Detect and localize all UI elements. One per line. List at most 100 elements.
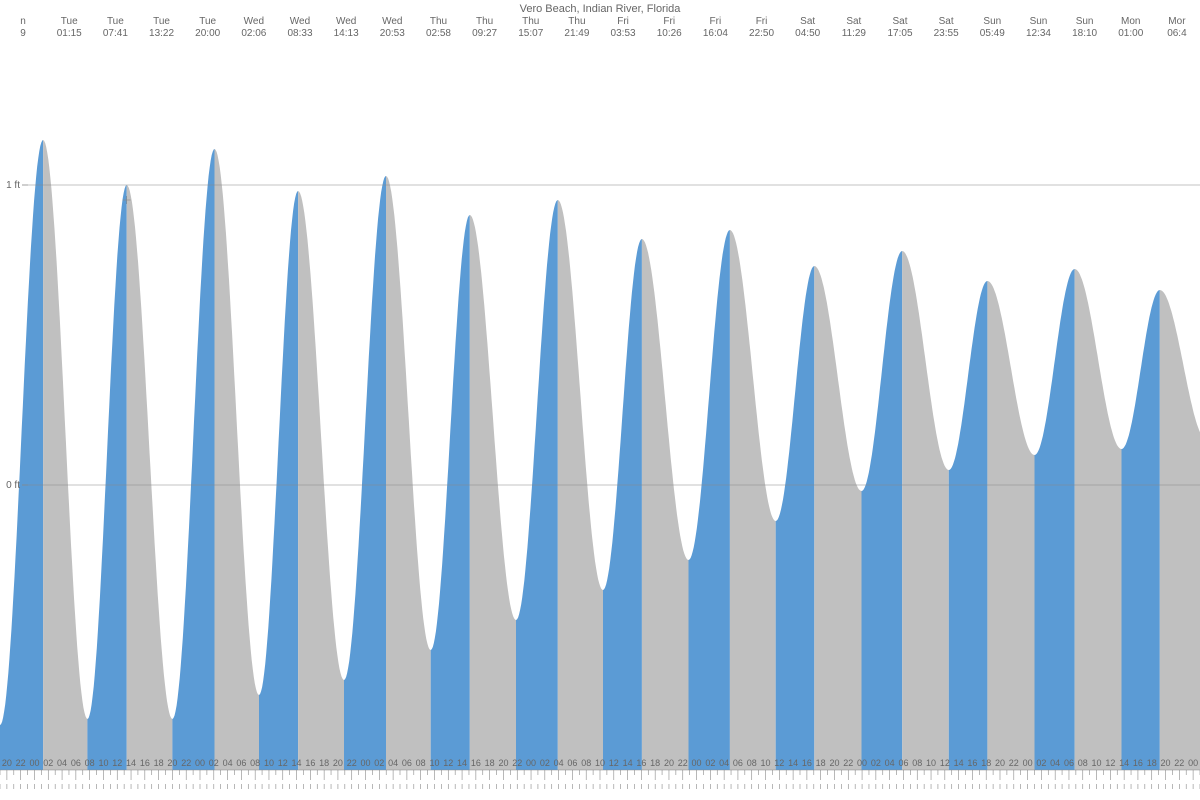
tide-segment [987,281,1034,770]
x-hour-label: 20 [1161,758,1171,768]
x-hour-label: 14 [292,758,302,768]
x-hour-label: 06 [733,758,743,768]
x-hour-label: 14 [788,758,798,768]
top-day-label: Wed [244,16,264,27]
x-hour-label: 22 [1174,758,1184,768]
top-time-label: 07:41 [103,28,128,39]
top-time-label: 18:10 [1072,28,1097,39]
x-hour-label: 12 [940,758,950,768]
x-hour-label: 18 [816,758,826,768]
top-time-label: 21:49 [564,28,589,39]
x-hour-label: 18 [981,758,991,768]
x-hour-label: 00 [361,758,371,768]
top-day-label: Wed [336,16,356,27]
top-day-label: Mon [1121,16,1140,27]
x-hour-label: 22 [1009,758,1019,768]
x-hour-label: 22 [678,758,688,768]
tide-segment [87,185,126,770]
x-hour-label: 00 [1023,758,1033,768]
top-day-label: Tue [199,16,216,27]
x-hour-label: 10 [761,758,771,768]
top-time-label: 10:26 [657,28,682,39]
x-hour-label: 02 [540,758,550,768]
x-hour-label: 22 [347,758,357,768]
top-day-label: Tue [153,16,170,27]
top-time-label: 12:34 [1026,28,1051,39]
top-time-label: 20:00 [195,28,220,39]
top-time-label: 17:05 [887,28,912,39]
top-time-label: 09:27 [472,28,497,39]
top-time-label: 9 [20,28,26,39]
top-day-label: Tue [107,16,124,27]
x-hour-label: 20 [995,758,1005,768]
x-hour-label: 04 [223,758,233,768]
tide-segment [127,185,173,770]
x-hour-label: 00 [195,758,205,768]
top-time-label: 04:50 [795,28,820,39]
top-day-label: Sat [800,16,815,27]
x-hour-label: 08 [912,758,922,768]
tide-segment [0,140,43,770]
x-hour-label: 04 [885,758,895,768]
tide-chart: 0 ft1 ft20220002040608101214161820220002… [0,0,1200,800]
tide-segment [949,281,988,770]
x-hour-label: 10 [429,758,439,768]
tide-segment [431,215,470,770]
x-hour-label: 08 [747,758,757,768]
x-hour-label: 18 [1147,758,1157,768]
top-day-label: Wed [290,16,310,27]
top-day-label: Sat [892,16,907,27]
tide-segment [1035,269,1075,770]
x-hour-label: 18 [650,758,660,768]
top-day-label: Mor [1168,16,1186,27]
x-hour-label: 00 [857,758,867,768]
top-time-label: 08:33 [287,28,312,39]
top-time-label: 20:53 [380,28,405,39]
x-hour-label: 14 [623,758,633,768]
x-hour-label: 06 [898,758,908,768]
top-time-label: 15:07 [518,28,543,39]
x-hour-label: 12 [609,758,619,768]
x-hour-label: 06 [567,758,577,768]
top-day-label: Wed [382,16,402,27]
x-hour-label: 02 [705,758,715,768]
x-hour-label: 16 [802,758,812,768]
top-day-label: Thu [568,16,585,27]
tide-segment [1075,269,1122,770]
top-time-label: 06:4 [1167,28,1187,39]
x-hour-label: 22 [843,758,853,768]
tide-segment [43,140,87,770]
x-hour-label: 12 [1105,758,1115,768]
x-hour-label: 14 [1119,758,1129,768]
top-day-label: Sun [983,16,1001,27]
tide-segment [215,149,260,770]
x-hour-label: 06 [402,758,412,768]
tide-segment [689,230,730,770]
x-hour-label: 20 [333,758,343,768]
top-day-label: Fri [756,16,768,27]
x-hour-label: 22 [512,758,522,768]
x-hour-label: 20 [664,758,674,768]
x-hour-label: 10 [264,758,274,768]
x-hour-label: 16 [1133,758,1143,768]
x-hour-label: 04 [719,758,729,768]
y-axis-label: 1 ft [6,180,20,191]
top-time-label: 01:15 [57,28,82,39]
top-time-label: 16:04 [703,28,728,39]
x-hour-label: 12 [112,758,122,768]
x-hour-label: 10 [98,758,108,768]
x-hour-label: 20 [167,758,177,768]
tide-segment [776,266,815,770]
tide-segment [603,239,642,770]
x-hour-label: 16 [636,758,646,768]
x-hour-label: 00 [692,758,702,768]
top-time-label: 11:29 [842,28,867,39]
tide-segment [642,239,689,770]
top-time-label: 22:50 [749,28,774,39]
tide-segment [814,266,861,770]
top-time-label: 03:53 [611,28,636,39]
top-day-label: Sun [1076,16,1094,27]
tide-segment [902,251,949,770]
tide-segment [344,176,386,770]
top-day-label: Fri [663,16,675,27]
